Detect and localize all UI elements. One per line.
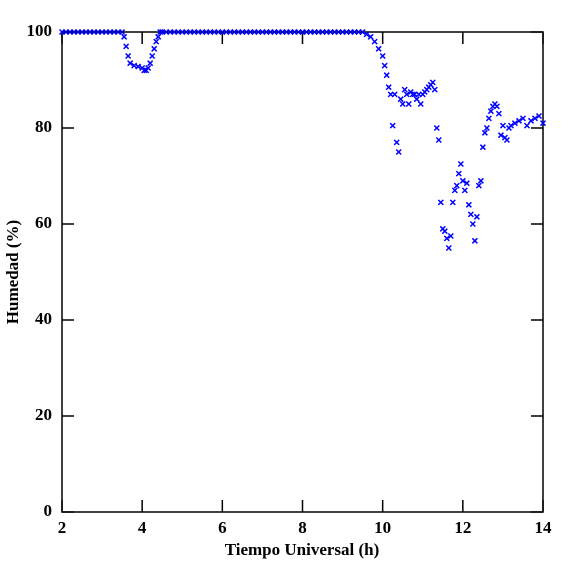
point	[381, 62, 388, 69]
point	[519, 115, 526, 122]
point	[359, 28, 366, 36]
point	[471, 237, 478, 244]
point	[535, 112, 543, 120]
point	[395, 148, 402, 156]
point	[413, 96, 420, 103]
point	[393, 139, 400, 146]
point	[495, 110, 502, 117]
point	[499, 122, 506, 129]
point	[469, 220, 476, 228]
point	[123, 43, 130, 50]
point	[445, 244, 452, 252]
point	[367, 33, 374, 40]
point	[451, 187, 458, 194]
point	[417, 100, 424, 108]
point	[371, 38, 378, 45]
point	[531, 115, 539, 122]
point	[487, 108, 494, 115]
point	[481, 129, 488, 136]
x-tick-label: 4	[138, 518, 147, 537]
point	[363, 31, 370, 38]
point	[127, 60, 134, 67]
point	[141, 67, 148, 74]
point	[493, 103, 500, 110]
point	[523, 122, 530, 129]
point	[447, 232, 454, 240]
point	[507, 122, 514, 129]
point	[483, 124, 490, 132]
x-axis-label: Tiempo Universal (h)	[225, 540, 380, 559]
point	[443, 235, 450, 242]
point	[479, 144, 486, 151]
point	[465, 201, 472, 208]
point	[121, 33, 128, 40]
point	[441, 228, 448, 235]
point	[149, 52, 156, 60]
point	[527, 117, 535, 124]
point	[437, 199, 444, 206]
point	[431, 86, 438, 93]
point	[455, 170, 462, 177]
point	[147, 60, 154, 67]
point	[515, 117, 522, 124]
point	[539, 120, 547, 127]
y-tick-label: 40	[35, 309, 52, 328]
point	[473, 213, 480, 220]
point	[433, 124, 440, 132]
point	[405, 100, 412, 108]
point	[429, 79, 436, 86]
point	[145, 64, 152, 72]
point	[477, 177, 484, 184]
point	[151, 45, 158, 52]
point	[475, 182, 482, 189]
y-axis-label: Humedad (%)	[3, 220, 22, 324]
y-tick-label: 80	[35, 117, 52, 136]
point	[383, 72, 390, 79]
point	[125, 52, 132, 60]
point	[485, 115, 492, 122]
point	[511, 120, 518, 127]
point	[463, 180, 470, 187]
point	[435, 136, 442, 144]
point	[457, 160, 464, 168]
y-tick-label: 0	[44, 501, 53, 520]
point	[461, 187, 468, 194]
plot-frame	[61, 31, 544, 513]
point	[157, 28, 164, 36]
point	[453, 182, 460, 189]
point	[389, 122, 396, 129]
x-tick-label: 2	[58, 518, 67, 537]
y-tick-label: 100	[27, 21, 53, 40]
x-tick-label: 10	[374, 518, 391, 537]
point	[135, 63, 142, 70]
x-tick-label: 6	[218, 518, 227, 537]
point	[467, 211, 474, 218]
point	[119, 28, 126, 36]
point	[397, 96, 404, 103]
point	[153, 38, 160, 45]
point	[155, 33, 162, 40]
x-tick-label: 8	[298, 518, 307, 537]
point	[385, 84, 392, 91]
x-tick-label: 12	[454, 518, 471, 537]
point	[379, 52, 386, 60]
point	[503, 136, 510, 144]
point	[403, 91, 410, 98]
y-tick-label: 20	[35, 405, 52, 424]
point	[375, 45, 382, 52]
point	[409, 91, 416, 98]
point	[391, 91, 398, 98]
point	[401, 86, 408, 93]
point	[497, 132, 504, 139]
x-tick-label: 14	[535, 518, 553, 537]
y-tick-label: 60	[35, 213, 52, 232]
point	[449, 199, 456, 206]
point	[399, 100, 406, 108]
point	[459, 177, 466, 184]
